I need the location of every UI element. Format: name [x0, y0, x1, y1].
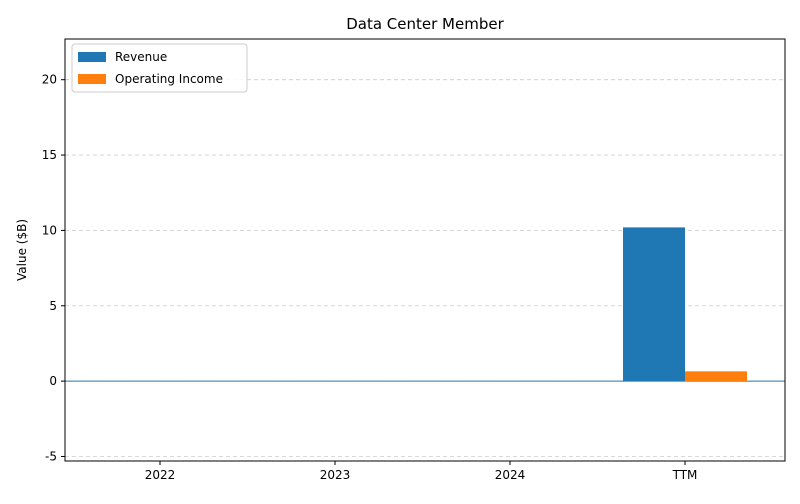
legend-swatch [78, 52, 106, 62]
y-tick-label: 5 [49, 299, 57, 313]
legend-label: Revenue [115, 50, 167, 64]
legend-box [71, 43, 248, 93]
y-axis-label: Value ($B) [15, 219, 29, 281]
y-ticks: -5 0 5 10 15 20 [42, 73, 65, 463]
legend: Revenue Operating Income [71, 43, 248, 93]
x-tick-label: 2024 [495, 468, 526, 482]
x-tick-label: 2022 [145, 468, 176, 482]
bar-operating-income [685, 371, 747, 382]
y-tick-label: 20 [42, 73, 57, 87]
chart-title: Data Center Member [346, 15, 504, 33]
y-tick-label: 0 [49, 374, 57, 388]
y-tick-label: 10 [42, 223, 57, 237]
x-ticks: 2022 2023 2024 TTM [145, 461, 698, 482]
legend-swatch [78, 74, 106, 84]
x-tick-label: TTM [672, 468, 698, 482]
plot-frame [64, 38, 786, 462]
y-tick-label: 15 [42, 148, 57, 162]
bar-revenue [623, 227, 685, 382]
legend-label: Operating Income [115, 72, 223, 86]
y-tick-label: -5 [45, 449, 57, 463]
x-tick-label: 2023 [320, 468, 351, 482]
bars [623, 227, 747, 382]
